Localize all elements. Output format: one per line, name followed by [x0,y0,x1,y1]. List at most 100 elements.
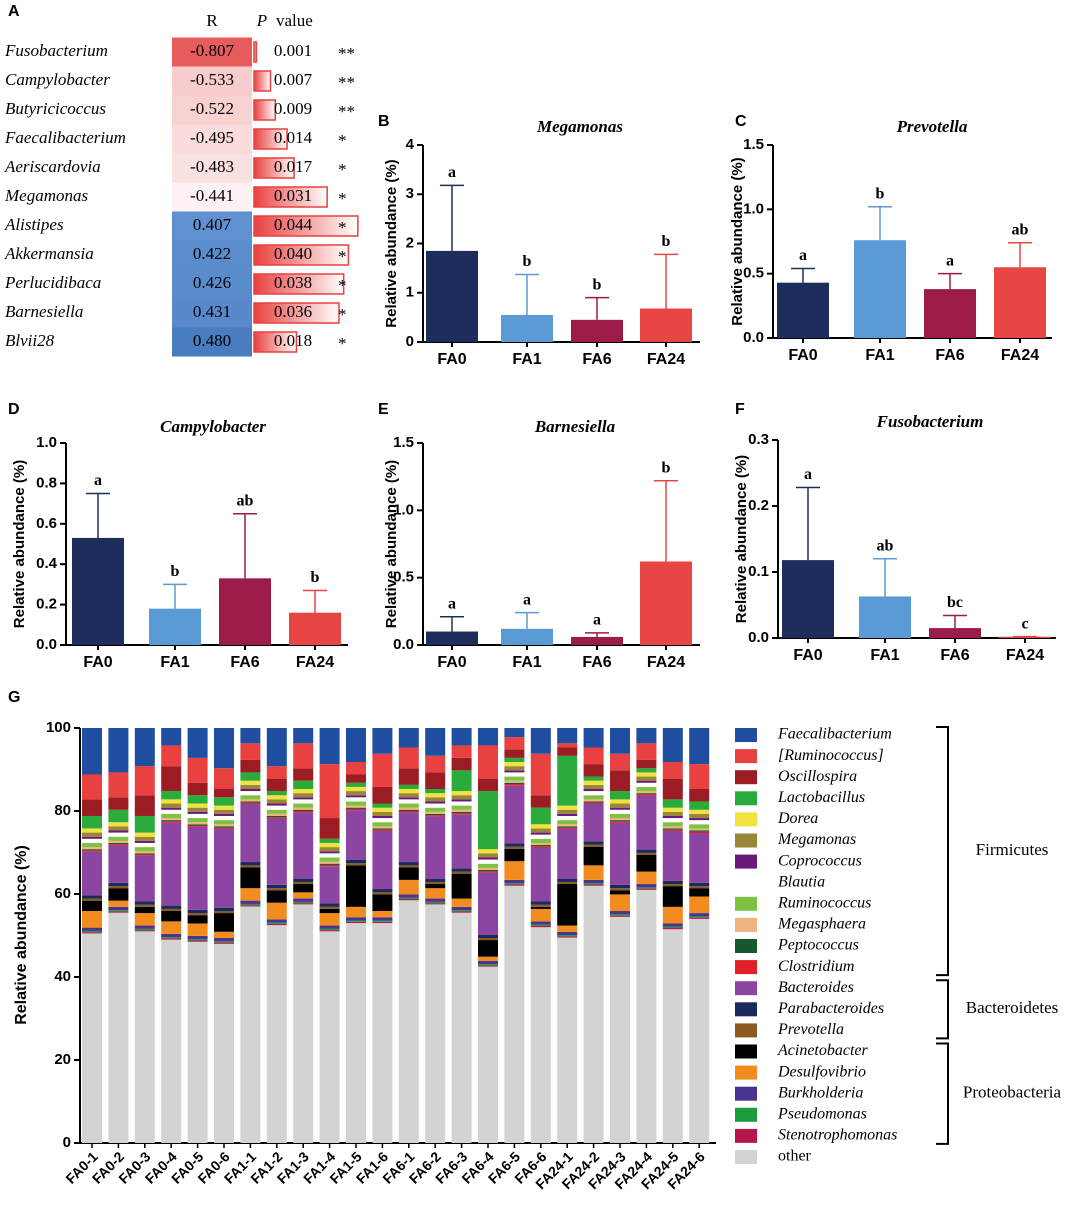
stack-segment [504,766,525,771]
p-bar [253,186,328,208]
genus-label: Fusobacterium [4,41,108,60]
stack-segment [161,905,182,909]
stack-segment [451,811,472,814]
bar [571,636,623,645]
p-bar [253,331,298,353]
x-tick-label: FA24 [647,654,685,671]
y-tick-label: 0.0 [748,629,769,646]
stack-segment [372,815,393,819]
stack-segment [583,791,604,796]
stack-segment [636,728,657,744]
stack-segment [161,911,182,922]
bar [426,631,478,645]
stack-segment [557,805,578,810]
r-label: 0.426 [193,273,231,292]
legend-swatch [735,939,757,953]
y-tick-label: 60 [54,885,71,902]
stack-segment [636,795,657,850]
significance-letter: b [593,276,602,293]
chart-title: Campylobacter [160,417,266,436]
y-axis-label: Relative abundance (%) [11,460,28,628]
stack-segment [451,906,472,911]
stack-segment [293,803,314,808]
stack-segment [557,827,578,829]
stack-segment [398,799,419,804]
stack-segment [557,747,578,756]
header: P [256,11,267,30]
stack-segment [240,789,261,792]
stack-segment [504,784,525,786]
stack-segment [636,849,657,853]
y-tick-label: 1.5 [743,136,764,153]
group-label: Firmicutes [976,840,1049,859]
stack-segment [108,836,129,841]
stack-segment [82,799,102,816]
legend-label: other [778,1148,812,1165]
stack-segment [134,840,155,843]
stack-segment [636,782,657,787]
stack-segment [636,794,657,796]
stack-segment [636,854,657,872]
stack-segment [266,791,287,796]
stack-segment [425,884,446,889]
stack-segment [161,803,182,808]
stack-segment [108,845,129,883]
stack-segment [108,886,129,889]
stack-segment [530,901,551,905]
stack-segment [504,843,525,847]
stack-segment [346,782,366,787]
stack-segment [187,822,208,825]
stack-segment [530,834,551,839]
stack-segment [134,766,155,796]
stack-segment [478,859,498,864]
stack-segment [82,932,102,934]
stack-segment [240,728,261,744]
stack-segment [583,776,604,781]
stack-segment [451,898,472,907]
x-tick-label: FA1 [512,654,541,671]
stack-segment [478,937,498,941]
r-label: 0.422 [193,244,231,263]
stack-segment [689,831,710,833]
stack-segment [240,903,261,906]
x-tick-label: FA24 [296,654,334,671]
stack-segment [372,822,393,827]
stack-segment [689,820,710,825]
stack-segment [108,809,129,823]
stack-segment [451,801,472,806]
stack-segment [319,818,340,839]
stack-segment [319,928,340,931]
stack-segment [293,904,314,1143]
stack-segment [319,847,340,852]
bar [859,596,911,638]
stack-segment [478,869,498,872]
stack-segment [610,799,630,804]
stack-segment [214,824,234,827]
stack-segment [134,795,155,816]
stack-segment [557,935,578,937]
stack-segment [504,846,525,849]
r-cell [172,66,252,96]
stack-segment [214,815,234,821]
stack-segment [372,818,393,823]
stack-segment [266,805,287,810]
stack-segment [293,878,314,882]
legend-swatch [735,749,757,764]
stack-segment [557,878,578,882]
legend-swatch [735,917,757,932]
stack-segment [530,845,551,847]
bar [640,308,692,342]
stack-segment [82,832,102,837]
stack-segment [689,764,710,790]
stack-segment [425,813,446,816]
stack-segment [530,904,551,907]
stack-segment [82,838,102,843]
legend-swatch [735,791,757,806]
bar [501,314,553,342]
stack-segment [610,821,630,823]
stack-segment [240,799,261,802]
y-tick-label: 0.1 [748,563,769,580]
stack-segment [610,753,630,771]
stack-segment [689,809,710,814]
stack-segment [293,780,314,790]
